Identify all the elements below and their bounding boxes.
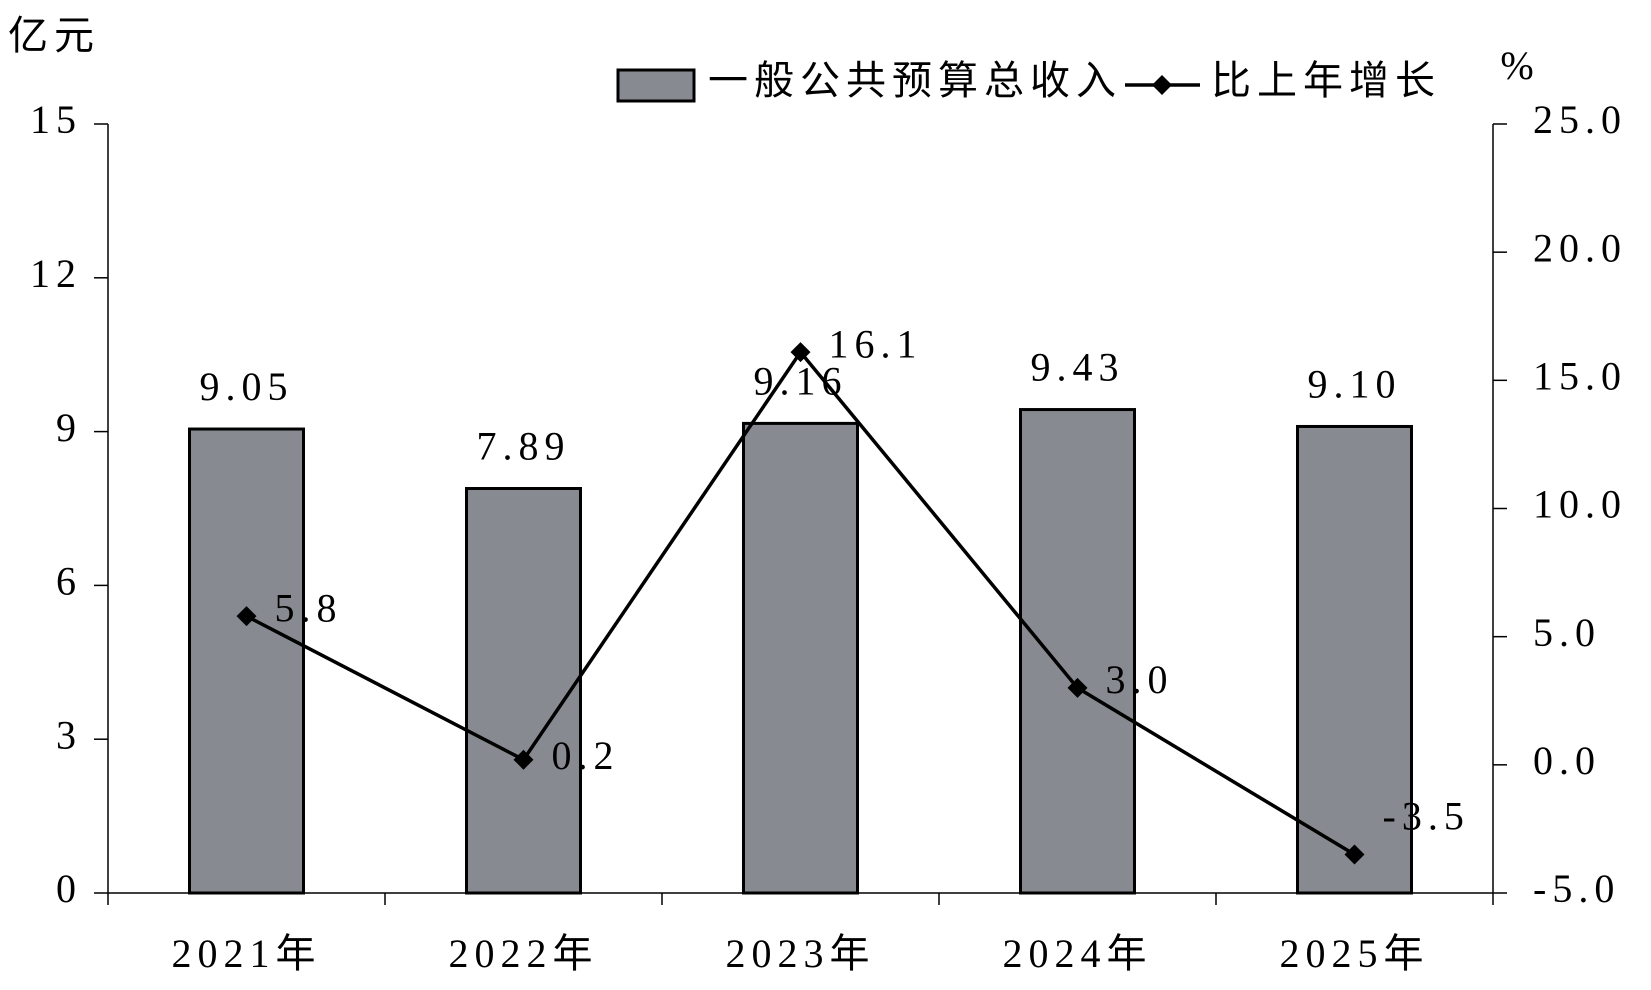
y2-tick-label: 5.0: [1533, 610, 1601, 655]
y-axis-label: 亿元: [8, 13, 100, 58]
y-tick-label: 15: [30, 97, 82, 142]
legend-swatch: [616, 68, 696, 103]
x-tick-label: 2023年: [726, 931, 876, 976]
bar-value-label: 9.43: [1031, 345, 1125, 390]
bar: [1296, 424, 1413, 895]
x-tick-label: 2025年: [1280, 931, 1430, 976]
y2-tick-label: 0.0: [1533, 738, 1601, 783]
bar: [465, 487, 582, 895]
bar-value-label: 7.89: [477, 424, 571, 469]
line-value-label: 5.8: [275, 585, 343, 630]
y-tick-label: 12: [30, 251, 82, 296]
legend-marker: [1152, 75, 1172, 95]
y2-tick-label: 10.0: [1533, 482, 1627, 527]
y-tick-label: 0: [56, 866, 82, 911]
y-tick-label: 9: [56, 405, 82, 450]
y2-axis-label: %: [1500, 43, 1539, 88]
line-marker: [236, 606, 257, 627]
line-marker: [513, 749, 534, 770]
x-tick-label: 2024年: [1003, 931, 1153, 976]
bar-value-label: 9.10: [1308, 362, 1402, 407]
bar: [742, 421, 859, 895]
line-value-label: 16.1: [829, 321, 923, 366]
y2-tick-label: 20.0: [1533, 225, 1627, 270]
legend-label: 一般公共预算总收入: [708, 58, 1122, 103]
line-value-label: -3.5: [1383, 794, 1470, 839]
line-marker: [790, 342, 811, 363]
line-marker: [1067, 677, 1088, 698]
line-value-label: 0.2: [552, 733, 620, 778]
y2-tick-label: 25.0: [1533, 97, 1627, 142]
x-tick-label: 2021年: [172, 931, 322, 976]
bar: [1019, 408, 1136, 895]
y-tick-label: 6: [56, 559, 82, 604]
legend-label: 比上年增长: [1211, 58, 1441, 103]
line-value-label: 3.0: [1106, 657, 1174, 702]
bar-value-label: 9.05: [200, 364, 294, 409]
y2-tick-label: -5.0: [1533, 866, 1620, 911]
x-tick-label: 2022年: [449, 931, 599, 976]
y-tick-label: 3: [56, 712, 82, 757]
bar: [188, 427, 305, 895]
y2-tick-label: 15.0: [1533, 354, 1627, 399]
bar-value-label: 9.16: [754, 359, 848, 404]
line-marker: [1344, 844, 1365, 865]
